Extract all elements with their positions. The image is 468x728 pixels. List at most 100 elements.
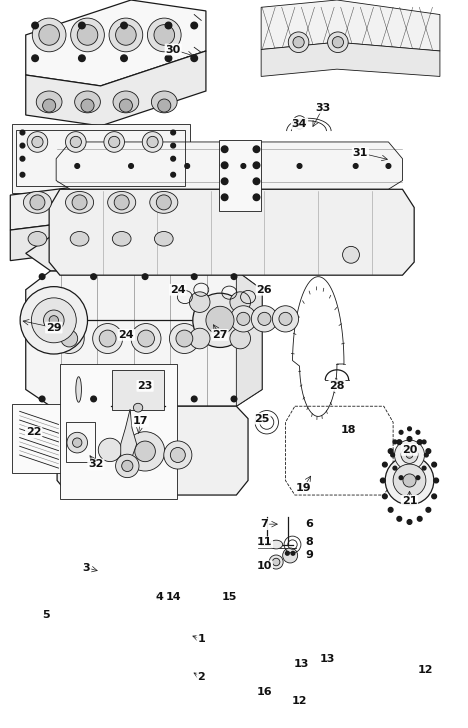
Ellipse shape	[70, 232, 89, 246]
Circle shape	[258, 312, 271, 325]
Circle shape	[297, 164, 302, 168]
Circle shape	[399, 476, 403, 480]
Circle shape	[32, 22, 38, 28]
Circle shape	[190, 292, 210, 312]
Ellipse shape	[23, 191, 51, 213]
Circle shape	[171, 157, 176, 161]
Text: 22: 22	[26, 427, 42, 438]
Text: 5: 5	[42, 610, 50, 620]
Circle shape	[121, 22, 127, 28]
Circle shape	[393, 440, 397, 444]
Text: 33: 33	[315, 103, 330, 113]
Circle shape	[432, 494, 437, 499]
Ellipse shape	[75, 91, 101, 113]
Circle shape	[191, 22, 197, 28]
Circle shape	[49, 316, 58, 325]
Circle shape	[32, 55, 38, 61]
Text: 30: 30	[166, 44, 181, 55]
Circle shape	[343, 246, 359, 264]
Circle shape	[147, 136, 158, 148]
Text: 8: 8	[305, 537, 313, 547]
Circle shape	[164, 441, 192, 469]
Circle shape	[408, 479, 411, 483]
Circle shape	[293, 36, 304, 48]
Circle shape	[171, 173, 176, 177]
Circle shape	[382, 494, 387, 499]
Polygon shape	[49, 189, 414, 275]
Polygon shape	[121, 409, 137, 457]
Circle shape	[397, 440, 402, 445]
Circle shape	[253, 194, 260, 200]
Circle shape	[104, 132, 124, 152]
Circle shape	[434, 478, 439, 483]
Circle shape	[79, 55, 85, 61]
Circle shape	[285, 551, 289, 555]
Circle shape	[386, 164, 391, 168]
Circle shape	[191, 274, 197, 280]
Circle shape	[221, 178, 228, 184]
Circle shape	[67, 432, 88, 453]
Circle shape	[116, 454, 139, 478]
Circle shape	[20, 157, 25, 161]
Text: 15: 15	[222, 592, 237, 602]
Circle shape	[142, 274, 148, 280]
Polygon shape	[56, 142, 402, 189]
Circle shape	[77, 25, 98, 45]
Circle shape	[20, 130, 25, 135]
Circle shape	[269, 555, 283, 569]
Circle shape	[230, 292, 250, 312]
Circle shape	[91, 274, 96, 280]
Text: 3: 3	[83, 563, 90, 573]
Circle shape	[121, 55, 127, 61]
Circle shape	[393, 466, 397, 470]
Circle shape	[422, 440, 426, 444]
Text: 13: 13	[320, 654, 335, 664]
Text: 6: 6	[305, 519, 313, 529]
Text: 10: 10	[257, 561, 272, 571]
Text: 28: 28	[329, 381, 345, 391]
Circle shape	[156, 195, 171, 210]
Circle shape	[288, 32, 309, 52]
Circle shape	[279, 312, 292, 325]
Text: 7: 7	[261, 519, 268, 529]
Circle shape	[395, 440, 424, 470]
Text: 26: 26	[256, 285, 272, 295]
Circle shape	[79, 22, 85, 28]
Circle shape	[39, 274, 45, 280]
Polygon shape	[10, 215, 201, 261]
Polygon shape	[26, 0, 206, 86]
Circle shape	[251, 306, 278, 332]
Text: 21: 21	[402, 496, 417, 506]
Circle shape	[426, 507, 431, 513]
Circle shape	[185, 164, 190, 168]
Circle shape	[20, 143, 25, 148]
Text: 17: 17	[132, 416, 148, 426]
Circle shape	[296, 119, 303, 125]
Circle shape	[66, 132, 86, 152]
Text: 16: 16	[256, 687, 272, 697]
Text: 12: 12	[292, 696, 307, 706]
Circle shape	[20, 287, 88, 354]
Circle shape	[122, 460, 133, 472]
Circle shape	[75, 164, 80, 168]
Circle shape	[142, 132, 163, 152]
Circle shape	[27, 132, 48, 152]
Circle shape	[114, 195, 129, 210]
Circle shape	[231, 396, 237, 402]
Circle shape	[171, 143, 176, 148]
Circle shape	[30, 195, 45, 210]
Ellipse shape	[113, 91, 139, 113]
Polygon shape	[57, 406, 248, 495]
Circle shape	[272, 558, 280, 566]
Circle shape	[191, 55, 197, 61]
Circle shape	[231, 274, 237, 280]
Circle shape	[43, 99, 56, 112]
Circle shape	[397, 516, 402, 521]
Circle shape	[385, 456, 434, 505]
Bar	[112, 370, 164, 410]
Circle shape	[81, 99, 94, 112]
Circle shape	[54, 323, 84, 354]
Ellipse shape	[66, 191, 94, 213]
Circle shape	[206, 306, 234, 334]
Circle shape	[237, 312, 250, 325]
